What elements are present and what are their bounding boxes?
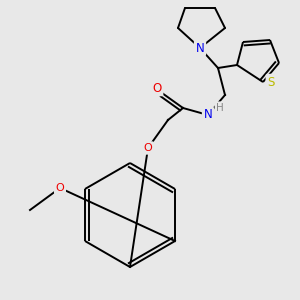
Text: O: O xyxy=(152,82,162,94)
Text: O: O xyxy=(144,143,152,153)
Text: H: H xyxy=(216,103,224,113)
Text: S: S xyxy=(267,76,275,88)
Text: O: O xyxy=(56,183,64,193)
Text: N: N xyxy=(196,41,204,55)
Text: N: N xyxy=(204,109,212,122)
